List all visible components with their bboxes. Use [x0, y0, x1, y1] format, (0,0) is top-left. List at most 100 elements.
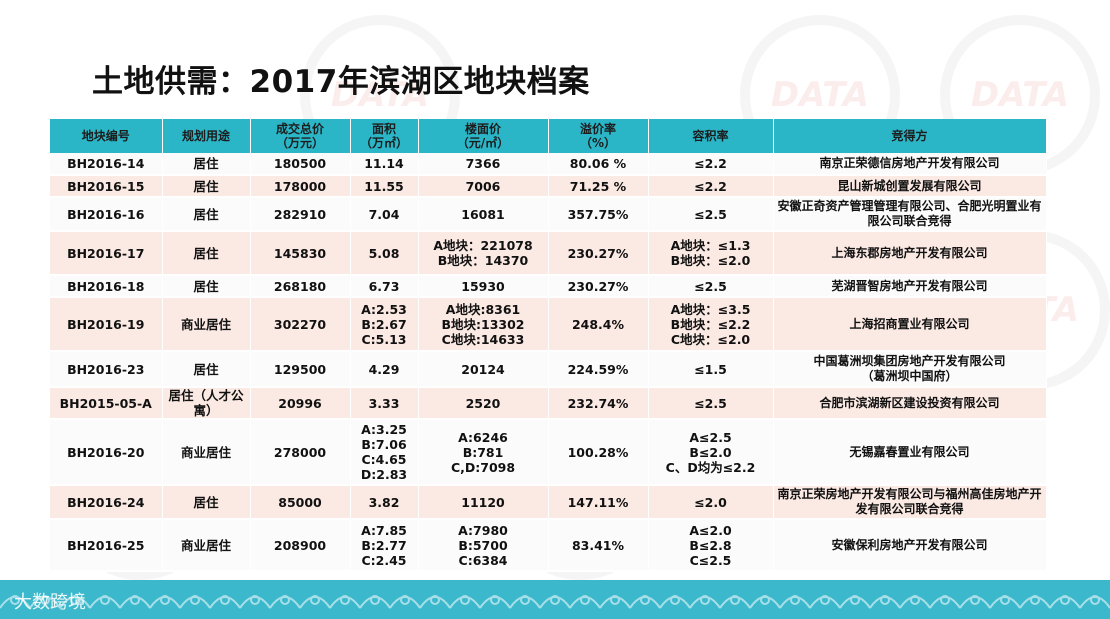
wave-arc — [689, 596, 721, 609]
table-row: BH2016-18 居住 268180 6.73 15930 230.27% ≤2.5 芜湖晋… — [50, 275, 1047, 298]
cell-usage: 居住 — [162, 485, 251, 520]
wave-dot — [610, 595, 620, 605]
cell-area: 11.55 — [350, 175, 419, 198]
table-row: BH2016-23 居住 129500 4.29 20124 224.59% ≤1.5 中国葛… — [50, 351, 1047, 388]
cell-winner: 安徽保利房地产开发有限公司 — [773, 519, 1047, 572]
cell-premium-rate: 230.27% — [548, 231, 649, 276]
wave-dot — [460, 595, 470, 605]
wave-arc — [269, 596, 301, 609]
wave-arc — [659, 596, 691, 609]
cell-plot-ratio: ≤2.2 — [648, 175, 774, 198]
table-body: BH2016-14 居住 180500 11.14 7366 80.06 % ≤2.2 南京正… — [50, 153, 1047, 572]
cell-winner: 芜湖晋智房地产开发有限公司 — [773, 275, 1047, 298]
cell-floor-price: A地块:8361 B地块:13302 C地块:14633 — [418, 297, 549, 352]
page-title: 土地供需：2017年滨湖区地块档案 — [92, 64, 590, 100]
cell-plot-ratio: A≤2.5 B≤2.0 C、D均为≤2.2 — [648, 419, 774, 486]
wave-dot — [850, 595, 860, 605]
wave-dot — [820, 595, 830, 605]
wave-arc — [179, 596, 211, 609]
cell-winner: 无锡嘉春置业有限公司 — [773, 419, 1047, 486]
wave-arc — [119, 596, 151, 609]
cell-premium-rate: 248.4% — [548, 297, 649, 352]
wave-arc — [839, 596, 871, 609]
cell-winner: 安徽正奇资产管理管理有限公司、合肥光明置业有限公司联合竞得 — [773, 197, 1047, 232]
cell-total-price: 178000 — [250, 175, 351, 198]
wave-arc — [809, 596, 841, 609]
cell-total-price: 180500 — [250, 153, 351, 176]
cell-floor-price: A地块：221078 B地块：14370 — [418, 231, 549, 276]
cell-parcel-id: BH2016-17 — [50, 231, 163, 276]
cell-usage: 居住 — [162, 351, 251, 388]
cell-area: 3.82 — [350, 485, 419, 520]
wave-dot — [760, 595, 770, 605]
cell-floor-price: 16081 — [418, 197, 549, 232]
table-row: BH2016-17 居住 145830 5.08 A地块：221078 B地块：14370… — [50, 231, 1047, 276]
cell-area: A:3.25 B:7.06 C:4.65 D:2.83 — [350, 419, 419, 486]
wave-arc — [419, 596, 451, 609]
wave-dot — [520, 595, 530, 605]
wave-dot — [1090, 595, 1100, 605]
cell-area: A:2.53 B:2.67 C:5.13 — [350, 297, 419, 352]
cell-floor-price: 2520 — [418, 387, 549, 420]
wave-arc — [539, 596, 571, 609]
wave-dot — [490, 595, 500, 605]
cell-floor-price: 20124 — [418, 351, 549, 388]
wave-arc — [509, 596, 541, 609]
cell-winner: 中国葛洲坝集团房地产开发有限公司 （葛洲坝中国府） — [773, 351, 1047, 388]
cell-area: A:7.85 B:2.77 C:2.45 — [350, 519, 419, 572]
wave-dot — [220, 595, 230, 605]
wave-dot — [730, 595, 740, 605]
wave-dot — [880, 595, 890, 605]
header-premium-rate: 溢价率 （%） — [548, 119, 649, 153]
cell-usage: 商业居住 — [162, 297, 251, 352]
wave-arc — [89, 596, 121, 609]
cell-parcel-id: BH2016-23 — [50, 351, 163, 388]
wave-arc — [1079, 596, 1110, 609]
wave-dot — [340, 595, 350, 605]
wave-arc — [989, 596, 1021, 609]
table-row: BH2016-25 商业居住 208900 A:7.85 B:2.77 C:2.45 A:7… — [50, 519, 1047, 572]
cell-floor-price: 11120 — [418, 485, 549, 520]
cell-plot-ratio: A≤2.0 B≤2.8 C≤2.5 — [648, 519, 774, 572]
cell-parcel-id: BH2016-20 — [50, 419, 163, 486]
table-row: BH2016-20 商业居住 278000 A:3.25 B:7.06 C:4.65 D:2… — [50, 419, 1047, 486]
cell-premium-rate: 232.74% — [548, 387, 649, 420]
table-header-row: 地块编号 规划用途 成交总价 （万元） 面积 （万㎡） 楼面价 （元/㎡） 溢价率 （%） 容积率竞… — [50, 119, 1047, 153]
cell-floor-price: 15930 — [418, 275, 549, 298]
wave-dot — [70, 595, 80, 605]
header-usage: 规划用途 — [162, 119, 251, 153]
wave-dot — [790, 595, 800, 605]
wave-dot — [1000, 595, 1010, 605]
table-row: BH2016-14 居住 180500 11.14 7366 80.06 % ≤2.2 南京正… — [50, 153, 1047, 176]
wave-arc — [779, 596, 811, 609]
cell-area: 4.29 — [350, 351, 419, 388]
wave-arc — [479, 596, 511, 609]
cell-usage: 商业居住 — [162, 519, 251, 572]
cell-total-price: 268180 — [250, 275, 351, 298]
cell-plot-ratio: ≤1.5 — [648, 351, 774, 388]
cell-total-price: 278000 — [250, 419, 351, 486]
cell-winner: 南京正荣德信房地产开发有限公司 — [773, 153, 1047, 176]
table-row: BH2015-05-A 居住（人才公寓） 20996 3.33 2520 232.74% ≤… — [50, 387, 1047, 420]
wave-dot — [400, 595, 410, 605]
wave-arc — [599, 596, 631, 609]
cell-premium-rate: 71.25 % — [548, 175, 649, 198]
wave-arc — [149, 596, 181, 609]
wave-arc — [569, 596, 601, 609]
cell-plot-ratio: ≤2.5 — [648, 387, 774, 420]
cell-parcel-id: BH2016-15 — [50, 175, 163, 198]
cell-usage: 居住 — [162, 197, 251, 232]
wave-dot — [130, 595, 140, 605]
cell-winner: 南京正荣房地产开发有限公司与福州高佳房地产开发有限公司联合竞得 — [773, 485, 1047, 520]
wave-dot — [190, 595, 200, 605]
cell-parcel-id: BH2016-25 — [50, 519, 163, 572]
cell-premium-rate: 224.59% — [548, 351, 649, 388]
header-total-price: 成交总价 （万元） — [250, 119, 351, 153]
cell-total-price: 282910 — [250, 197, 351, 232]
cell-parcel-id: BH2016-18 — [50, 275, 163, 298]
cell-plot-ratio: A地块：≤3.5 B地块：≤2.2 C地块：≤2.0 — [648, 297, 774, 352]
wave-dot — [940, 595, 950, 605]
cell-winner: 上海招商置业有限公司 — [773, 297, 1047, 352]
wave-arc — [299, 596, 331, 609]
table-row: BH2016-15 居住 178000 11.55 7006 71.25 % ≤2.2 昆山新… — [50, 175, 1047, 198]
